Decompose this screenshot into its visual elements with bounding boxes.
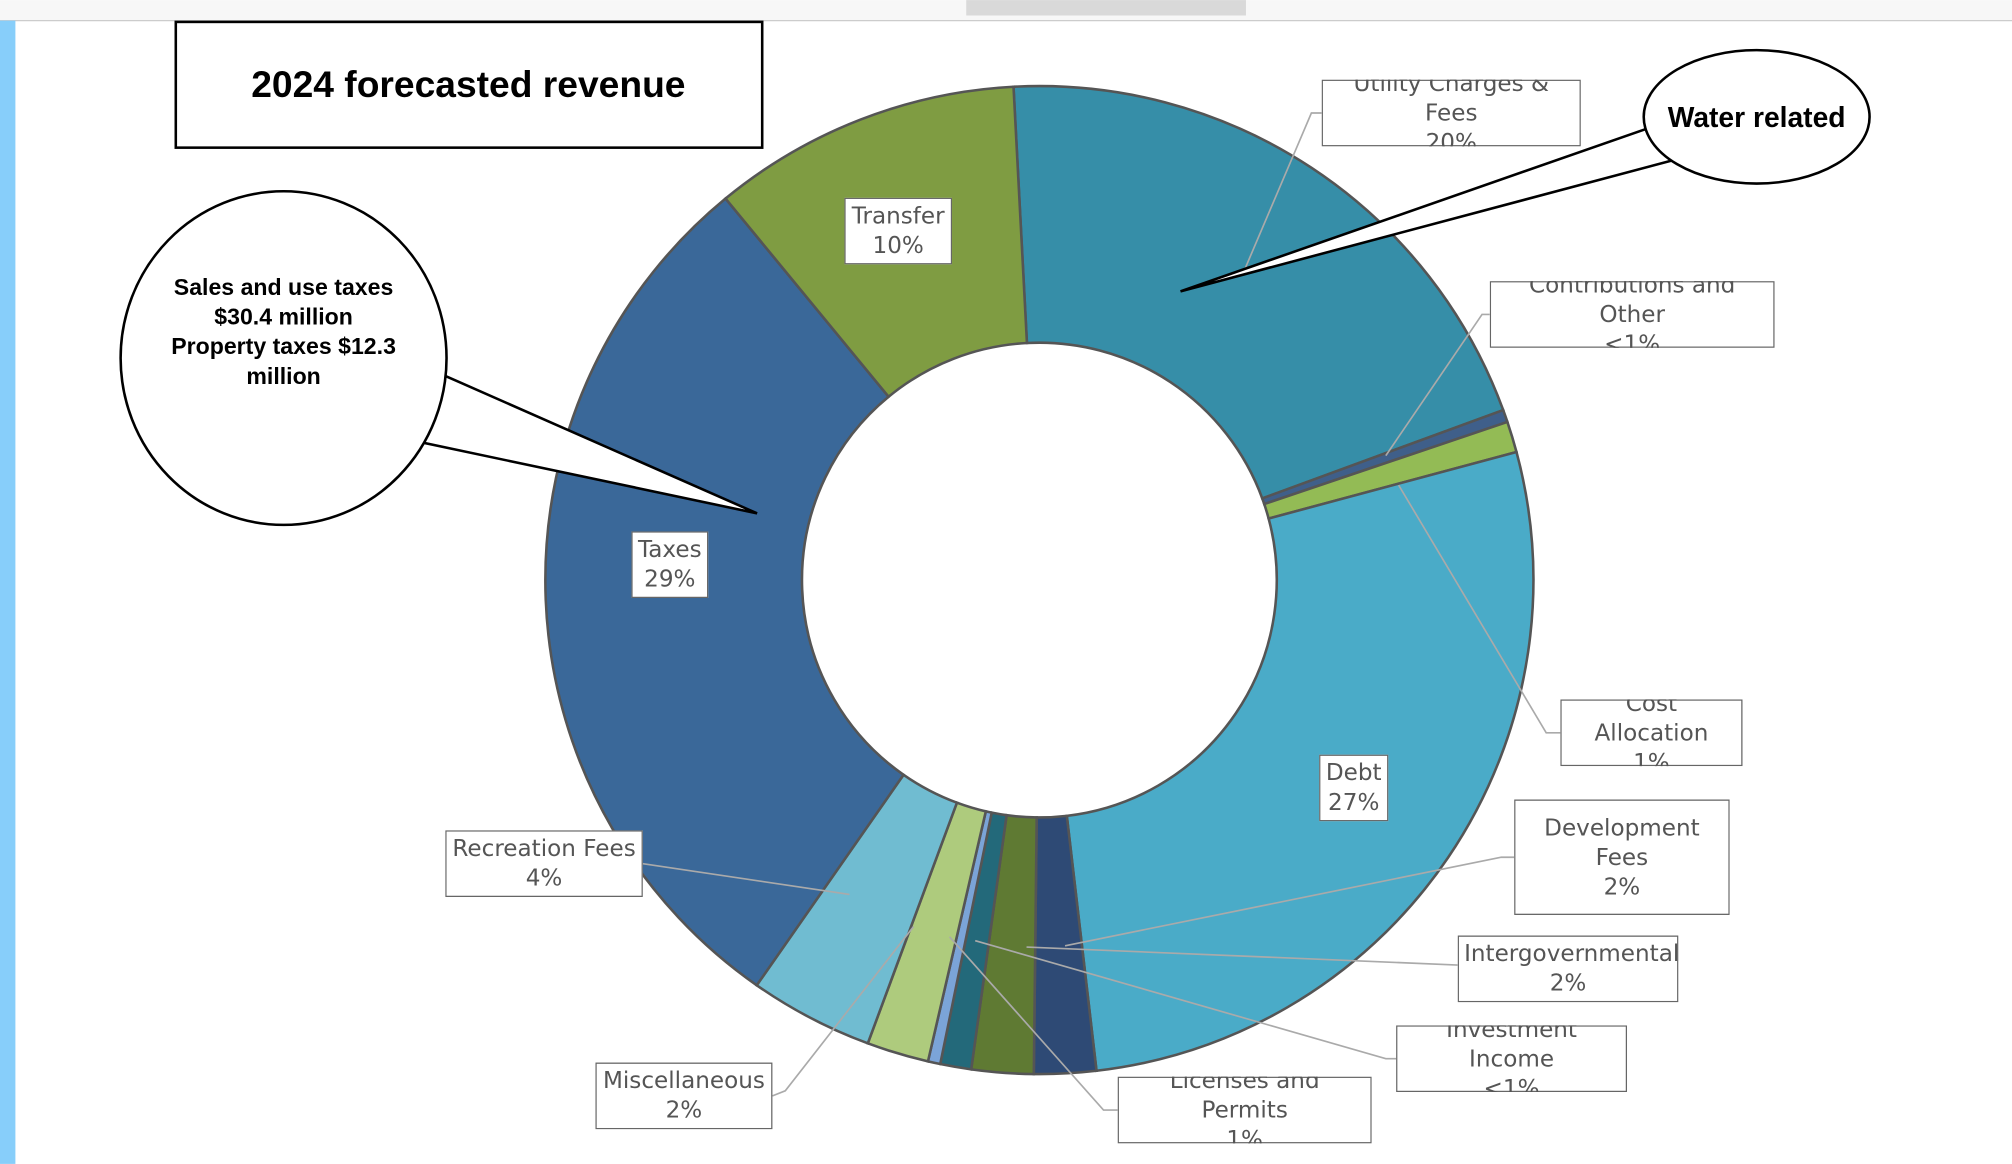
value-label: 1%	[1226, 1126, 1263, 1144]
callout-line: million	[246, 363, 321, 389]
label: Contributions and Other <1%	[1489, 281, 1775, 348]
label: Utility Charges & Fees 20%	[1321, 79, 1581, 147]
value-label: 20%	[1425, 129, 1477, 147]
leader-line	[642, 862, 850, 896]
label-box: Investment Income<1%	[1396, 1025, 1628, 1093]
category-label: Miscellaneous	[602, 1067, 765, 1095]
label: Licenses and Permits 1%	[1117, 1076, 1372, 1144]
label-box: Licenses and Permits 1%	[1117, 1076, 1372, 1144]
category-label: Utility Charges & Fees	[1353, 79, 1550, 127]
category-label: Investment Income	[1446, 1025, 1577, 1073]
value-label: 10%	[872, 232, 924, 260]
callout: Water related	[1648, 50, 1866, 183]
value-label: 29%	[644, 565, 696, 593]
value-label: <1%	[1483, 1074, 1540, 1093]
category-label: Licenses and Permits	[1169, 1076, 1320, 1124]
category-label: Debt	[1325, 759, 1382, 787]
slice	[544, 196, 906, 988]
leader-line	[1064, 856, 1515, 947]
value-label: 4%	[525, 864, 563, 892]
category-label: Transfer	[851, 202, 945, 230]
callout-line: $30.4 million	[214, 304, 353, 330]
label: Debt 27%	[1319, 754, 1389, 822]
callout-bubble	[119, 189, 448, 527]
category-label: Taxes	[637, 536, 702, 564]
value-label: 2%	[1549, 970, 1587, 998]
label: Taxes 29%	[631, 531, 709, 599]
callout-line: Property taxes $12.3	[171, 333, 396, 360]
label: Development Fees 2%	[1514, 799, 1730, 915]
callout-line: Sales and use taxes	[173, 274, 394, 301]
leader-line	[772, 926, 915, 1097]
label-box: Utility Charges & Fees 20%	[1321, 79, 1581, 147]
leader-line	[1026, 946, 1458, 966]
callout-bubble	[1642, 48, 1871, 185]
label-box: Contributions and Other <1%	[1489, 281, 1775, 348]
label: Transfer 10%	[844, 197, 953, 265]
category-label: Intergovernmental	[1464, 940, 1679, 968]
label: Intergovernmental 2%	[1457, 935, 1679, 1003]
category-label: Development Fees	[1544, 814, 1700, 871]
side-strip	[0, 20, 16, 1164]
labels: Utility Charges & Fees 20% Contributions a…	[445, 79, 1775, 1144]
category-label: Contributions and Other	[1529, 281, 1736, 328]
scroll-tab	[966, 0, 1246, 16]
leader-line	[974, 939, 1398, 1060]
label: Miscellaneous 2%	[595, 1062, 773, 1130]
value-label: 2%	[1603, 873, 1641, 901]
category-label: Recreation Fees	[452, 835, 636, 863]
title-box	[174, 20, 764, 149]
leader-line	[1397, 484, 1561, 734]
leader-line	[948, 936, 1118, 1111]
slice	[1012, 84, 1505, 501]
leaders	[642, 112, 1561, 1111]
label: Investment Income <1%	[1396, 1025, 1628, 1093]
value-label: 27%	[1328, 789, 1380, 817]
callout: Sales and use taxes $30.4 million Property…	[142, 191, 424, 473]
leader-line	[1243, 112, 1322, 270]
label: Cost Allocation 1%	[1560, 699, 1743, 767]
leader-line	[1385, 313, 1490, 457]
callout-text: Sales and use taxes $30.4 million Property…	[142, 191, 424, 473]
label: Recreation Fees 4%	[445, 830, 643, 898]
value-label: 2%	[665, 1097, 703, 1125]
value-label: <1%	[1604, 330, 1661, 348]
callout-text: Water related	[1648, 50, 1866, 183]
category-label: Cost Allocation	[1594, 699, 1709, 747]
value-label: 1%	[1633, 748, 1670, 767]
callout-line: Water related	[1667, 100, 1846, 133]
chart-title: 2024 forecasted revenue	[251, 63, 685, 105]
callouts: Water related Sales and use taxes $30.4 mi…	[119, 48, 1871, 527]
